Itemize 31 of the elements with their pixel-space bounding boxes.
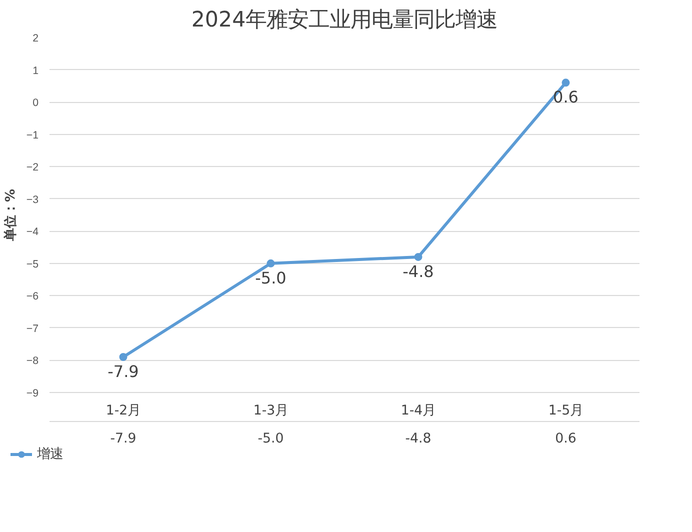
y-axis-title: 单位：%: [2, 188, 18, 242]
point: [266, 259, 275, 268]
text: -5.0: [255, 268, 286, 288]
point: [414, 252, 422, 261]
x-tick-label: 1-4月: [400, 404, 436, 418]
y-tick-label: 0: [32, 97, 39, 110]
y-tick-label: 2: [32, 32, 39, 44]
chart-title: 2024年雅安工业用电量同比增速: [191, 8, 498, 32]
y-tick-label: −4: [26, 226, 39, 238]
y-tick-label: 1: [32, 64, 39, 77]
text: -7.9: [108, 362, 139, 381]
y-tick-label: −3: [26, 194, 39, 206]
x-tick-label: 1-5月: [548, 404, 584, 418]
point: [119, 353, 128, 361]
y-tick-label: −9: [26, 388, 39, 400]
y-tick-label: −5: [26, 258, 39, 270]
data-label: -7.9: [110, 432, 136, 446]
data-label: -5.0: [258, 432, 284, 446]
y-tick-label: −2: [26, 162, 39, 174]
y-tick-label: −6: [26, 290, 39, 303]
data-label: -4.8: [405, 432, 432, 446]
x-tick-label: 1-3月: [253, 404, 288, 418]
data-label: 0.6: [555, 432, 576, 446]
legend-label: 增速: [37, 446, 63, 463]
point: [562, 78, 570, 87]
text: 0.6: [553, 88, 578, 107]
y-tick-label: −7: [26, 322, 39, 335]
x-tick-label: 1-2月: [106, 404, 141, 418]
text: -4.8: [402, 262, 434, 281]
y-tick-label: −8: [26, 355, 39, 368]
y-tick-label: −1: [26, 129, 39, 142]
